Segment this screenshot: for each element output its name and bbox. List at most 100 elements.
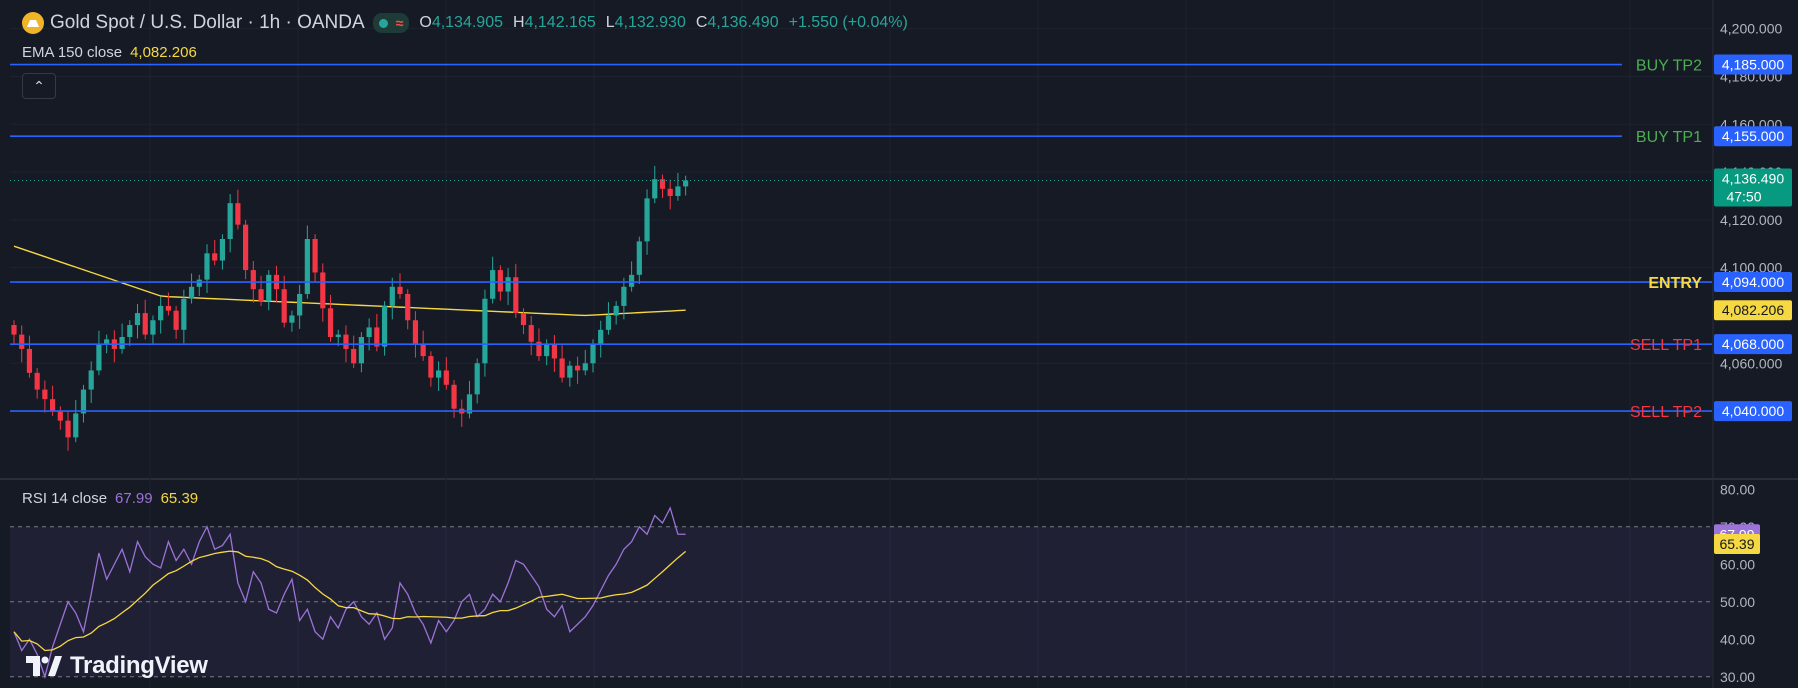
tradingview-logo[interactable]: TradingView [26,652,208,680]
ohlc-low: L4,132.930 [605,14,686,31]
last-price-tag-text: 4,136.490 [1722,170,1784,186]
rsi-sma-line [13,550,687,652]
level-price-tag [1714,272,1792,293]
candle-body [397,286,403,294]
tradingview-logo-icon [26,656,62,676]
candle-body [420,344,426,357]
rsi-axis-tick: 80.00 [1720,481,1755,497]
level-price-tag-text: 4,094.000 [1722,274,1784,290]
candle-body [188,286,195,299]
candle-body [412,320,419,345]
rsi-legend-label: RSI 14 close [22,490,108,507]
rsi-line [13,506,686,680]
candle-body [443,370,449,385]
price-axis-tick: 4,060.000 [1720,355,1782,371]
candle-body [266,274,272,302]
candle-body [57,411,63,421]
candle-body [366,327,372,337]
candle-body [659,179,666,189]
candle-body [381,305,388,347]
candle-body [683,180,689,187]
candle-body [544,344,550,357]
candle-body [536,341,542,357]
candle-body [320,272,326,309]
candle-body [436,370,442,378]
level-price-tag-text: 4,040.000 [1722,403,1784,419]
candle-body [636,241,642,275]
candle-body [304,239,310,294]
rsi-legend[interactable]: RSI 14 close 67.99 65.39 [22,490,198,507]
price-axis-tick: 4,200.000 [1720,21,1782,37]
collapse-legend-button[interactable]: ⌃ [22,73,56,99]
ema-legend[interactable]: EMA 150 close 4,082.206 [22,44,197,61]
level-label: SELL TP1 [1630,337,1702,354]
candle-body [451,384,457,409]
candle-body [428,356,434,378]
candle-body [574,365,581,371]
candle-body [250,270,256,290]
pane-separator [0,478,1798,480]
candle-body [505,277,511,292]
level-price-tag [1714,401,1792,422]
ema-legend-value: 4,082.206 [130,44,197,61]
candle-body [667,188,673,196]
candle-body [26,348,33,373]
last-price-tag [1714,168,1792,207]
candle-body [281,289,287,323]
candle-body [134,313,141,326]
candle-countdown-text: 47:50 [1726,188,1761,204]
candle-body [389,286,395,306]
market-open-dot-icon [378,18,388,28]
candle-body [358,336,364,364]
candle-body [212,253,218,261]
level-label: BUY TP2 [1636,58,1702,75]
candle-body [219,239,226,261]
candle-body [675,186,681,196]
rsi-axis-tick: 60.00 [1720,556,1755,572]
price-axis-tick: 4,100.000 [1720,260,1782,276]
rsi-axis-tick: 40.00 [1720,631,1755,647]
candle-body [88,370,94,390]
level-label: SELL TP2 [1630,404,1702,421]
candle-body [590,344,596,364]
ema-price-tag [1714,300,1792,321]
level-price-tag-text: 4,068.000 [1722,336,1784,352]
candle-body [528,325,534,342]
candle-body [289,315,295,323]
candle-body [181,298,187,330]
level-label: BUY TP1 [1636,129,1702,146]
candle-body [65,420,71,438]
level-price-tag [1714,334,1792,355]
level-label: ENTRY [1648,275,1702,292]
candle-body [42,389,48,400]
tradingview-wordmark: TradingView [70,652,208,679]
candle-body [104,339,110,345]
candle-body [50,399,56,412]
symbol-title[interactable]: Gold Spot / U.S. Dollar · 1h · OANDA [50,12,365,33]
ema-price-tag-text: 4,082.206 [1722,302,1784,318]
rsi-axis-tick: 50.00 [1720,594,1755,610]
ohlc-close: C4,136.490 [695,14,779,31]
price-axis-tick: 4,120.000 [1720,212,1782,228]
rsi-sma-value-tag-text: 65.39 [1719,536,1754,552]
candle-body [629,274,635,287]
candle-body [343,334,349,349]
market-status-badge[interactable]: ≈ [372,13,410,33]
candle-body [34,372,40,390]
candle-body [520,313,527,326]
candle-body [497,270,503,292]
gold-symbol-icon [22,12,44,34]
candle-body [605,315,612,330]
ohlc-high: H4,142.165 [513,14,596,31]
candle-body [243,224,249,271]
candle-body [490,270,496,299]
candle-body [173,310,179,330]
candle-body [567,365,573,378]
candle-body [335,334,341,337]
candle-body [73,413,79,438]
candle-body [165,305,171,311]
rsi-legend-sma-value: 65.39 [160,490,199,507]
candle-body [582,363,588,371]
